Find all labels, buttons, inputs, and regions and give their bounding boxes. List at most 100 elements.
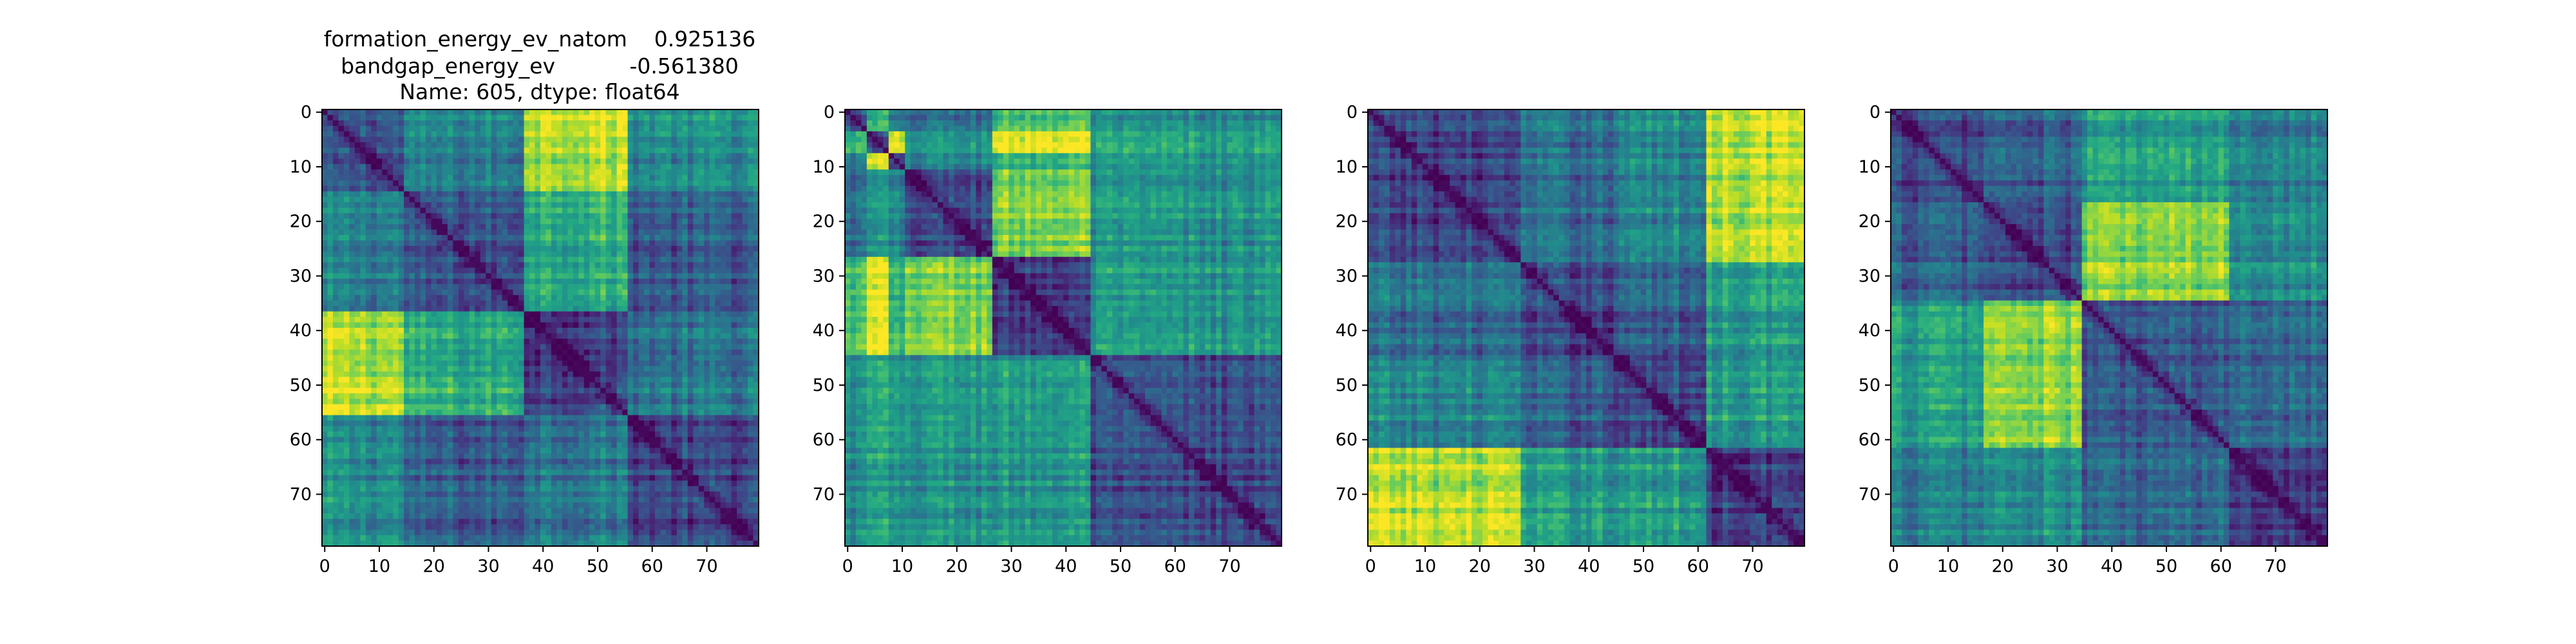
heatmap-cell [682,295,688,301]
heatmap-cell [507,137,514,143]
heatmap-cell [354,115,361,121]
heatmap-cell [524,218,530,225]
heatmap-cell [578,328,585,334]
heatmap-cell [698,289,705,296]
heatmap-cell [447,256,453,263]
heatmap-cell [524,355,530,361]
heatmap-cell [742,300,748,307]
heatmap-cell [562,267,568,274]
heatmap-cell [431,442,437,449]
heatmap-cell [638,300,645,307]
heatmap-cell [622,431,629,438]
heatmap-cell [464,382,470,388]
heatmap-cell [507,180,514,187]
heatmap-cell [720,185,726,192]
heatmap-cell [693,207,699,214]
heatmap-cell [436,185,443,192]
heatmap-cell [458,164,464,170]
heatmap-cell [393,311,399,317]
heatmap-cell [742,207,748,214]
heatmap-cell [415,153,421,159]
heatmap-cell [486,393,492,399]
heatmap-cell [562,355,568,361]
heatmap-cell [622,185,629,192]
heatmap-cell [475,191,481,198]
heatmap-cell [398,109,404,116]
heatmap-cell [354,207,361,214]
heatmap-cell [398,240,404,247]
heatmap-cell [442,360,448,366]
heatmap-cell [338,328,345,334]
heatmap-cell [420,245,426,252]
heatmap-cell [447,213,453,220]
heatmap-cell [497,338,503,345]
heatmap-cell [486,131,492,137]
heatmap-cell [594,328,601,334]
heatmap-cell [698,328,705,334]
heatmap-cell [420,284,426,290]
heatmap-cell [715,196,721,203]
heatmap-cell [671,147,677,154]
heatmap-cell [649,349,656,355]
heatmap-cell [442,256,448,263]
heatmap-cell [665,426,672,432]
heatmap-cell [737,131,743,137]
heatmap-cell [393,289,399,296]
heatmap-cell [605,295,612,301]
heatmap-cell [376,142,383,148]
heatmap-cell [486,251,492,258]
heatmap-cell [338,295,345,301]
heatmap-cell [753,349,759,355]
heatmap-cell [535,404,541,410]
heatmap-cell [409,421,415,427]
heatmap-cell [404,338,410,345]
heatmap-cell [332,371,339,377]
heatmap-cell [404,262,410,269]
heatmap-cell [644,218,650,225]
heatmap-cell [398,344,404,350]
heatmap-cell [556,256,563,263]
heatmap-cell [644,300,650,307]
heatmap-cell [409,306,415,312]
heatmap-cell [627,289,634,296]
heatmap-cell [507,311,514,317]
heatmap-cell [371,289,377,296]
heatmap-cell [720,153,726,159]
heatmap-cell [464,278,470,285]
heatmap-cell [742,196,748,203]
heatmap-cell [513,404,519,410]
heatmap-cell [322,349,328,355]
heatmap-cell [731,333,737,339]
heatmap-cell [567,317,574,323]
heatmap-cell [578,115,585,121]
heatmap-cell [589,360,596,366]
heatmap-cell [742,355,748,361]
heatmap-cell [720,355,726,361]
heatmap-cell [464,377,470,383]
heatmap-cell [442,147,448,154]
heatmap-cell [475,109,481,116]
heatmap-cell [567,245,574,252]
heatmap-cell [360,234,366,241]
heatmap-cell [671,109,677,116]
heatmap-cell [447,234,453,241]
heatmap-cell [507,142,514,148]
heatmap-cell [469,415,475,421]
heatmap-cell [704,393,710,399]
heatmap-cell [376,267,383,274]
heatmap-cell [371,229,377,236]
heatmap-cell [600,415,607,421]
heatmap-cell [540,289,547,296]
heatmap-cell [365,240,372,247]
heatmap-cell [393,158,399,165]
heatmap-cell [709,311,715,317]
heatmap-cell [518,426,525,432]
heatmap-cell [742,371,748,377]
heatmap-cell [573,360,579,366]
heatmap-cell [704,366,710,372]
heatmap-cell [382,338,388,345]
heatmap-cell [458,278,464,285]
heatmap-cell [420,185,426,192]
heatmap-cell [753,256,759,263]
heatmap-cell [524,328,530,334]
